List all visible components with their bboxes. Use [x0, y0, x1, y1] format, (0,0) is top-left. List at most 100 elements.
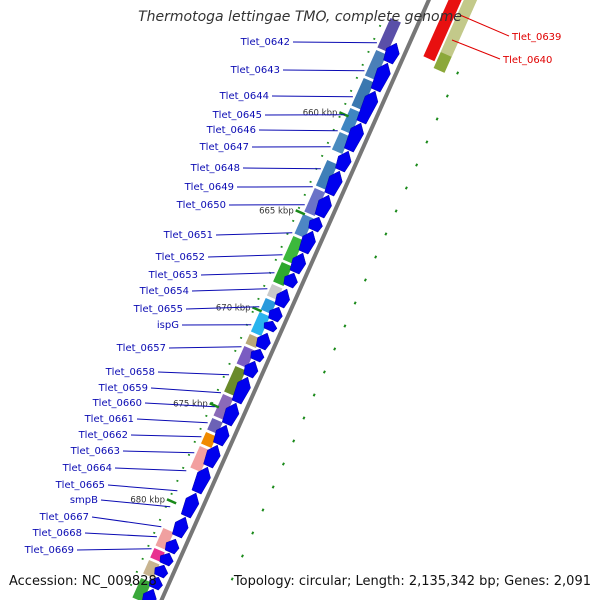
gene-label[interactable]: Tlet_0645	[212, 110, 262, 121]
kbp-tick-mark	[166, 498, 177, 505]
highlight-leader-line	[459, 14, 510, 37]
gene-label[interactable]: Tlet_0642	[240, 37, 290, 48]
gene-arrow	[180, 492, 200, 519]
minor-tick-mark	[355, 76, 359, 80]
kbp-tick-label: 660 kbp	[303, 108, 338, 118]
cog-segment	[303, 187, 326, 217]
minor-tick-mark	[373, 37, 376, 41]
gene-arrow	[159, 552, 174, 567]
gene-label[interactable]: Tlet_0653	[148, 270, 198, 281]
minor-tick-mark	[181, 466, 185, 470]
cog-segment	[272, 261, 293, 287]
minor-tick-mark	[147, 544, 150, 548]
gene-leader-line	[91, 516, 162, 528]
minor-tick-mark	[367, 50, 370, 54]
gene-label[interactable]: Tlet_0652	[155, 252, 205, 263]
gene-label[interactable]: Tlet_0648	[190, 163, 240, 174]
highlight-gene-label[interactable]: Tlet_0640	[502, 55, 552, 66]
gene-leader-line	[207, 254, 283, 258]
gene-label[interactable]: ispG	[157, 320, 179, 331]
gene-label-layer: Tlet_0642 Tlet_0643 Tlet_0644 Tlet_0645 Tlet…	[24, 14, 561, 556]
gene-leader-line	[185, 306, 260, 310]
gene-label[interactable]: Tlet_0655	[133, 304, 183, 315]
gene-label[interactable]: Tlet_0658	[105, 367, 155, 378]
gene-label[interactable]: Tlet_0647	[199, 142, 249, 153]
outer-tick-mark	[363, 278, 367, 282]
kbp-tick-track: 660 kbp 665 kbp 670 kbp 675 kbp 680 kbp	[129, 24, 382, 587]
topology-text: Topology: circular; Length: 2,135,342 bp…	[233, 574, 591, 589]
minor-tick-mark	[251, 310, 254, 314]
gene-label[interactable]: Tlet_0644	[219, 91, 269, 102]
minor-tick-mark	[291, 219, 295, 223]
gene-label[interactable]: Tlet_0659	[98, 383, 148, 394]
gene-arrow	[370, 62, 391, 93]
cog-segment	[131, 577, 153, 600]
gene-label[interactable]: smpB	[70, 495, 98, 506]
minor-tick-mark	[320, 154, 324, 158]
minor-tick-mark	[170, 492, 173, 496]
backbone-line	[159, 0, 431, 600]
gene-leader-line	[168, 346, 242, 349]
gene-arrow	[308, 216, 323, 233]
gene-label[interactable]: Tlet_0667	[39, 512, 89, 523]
minor-tick-mark	[135, 570, 139, 574]
gene-label[interactable]: Tlet_0654	[139, 286, 189, 297]
cog-color-track	[131, 0, 478, 600]
gene-arrow	[263, 320, 278, 333]
backbone-track	[159, 0, 431, 600]
outer-tick-mark	[343, 324, 347, 328]
highlight-block-red	[423, 0, 462, 62]
gene-label[interactable]: Tlet_0663	[70, 446, 120, 457]
gene-arrow	[335, 150, 352, 173]
gene-arrow	[231, 376, 251, 405]
gene-arrow	[298, 230, 316, 255]
gene-arrow	[268, 306, 283, 323]
outer-tick-track	[230, 71, 460, 581]
outer-tick-mark	[435, 117, 439, 121]
outer-tick-mark	[374, 255, 378, 259]
gene-leader-line	[76, 548, 152, 551]
gene-leader-line	[258, 129, 338, 132]
outer-tick-mark	[333, 347, 337, 351]
minor-tick-mark	[257, 297, 260, 301]
outer-tick-mark	[415, 163, 419, 167]
genome-title: Thermotoga lettingae TMO, complete genom…	[138, 9, 462, 25]
gene-label[interactable]: Tlet_0643	[230, 65, 280, 76]
gene-arrow	[164, 538, 180, 555]
gene-arrow	[343, 122, 364, 153]
kbp-tick-mark	[295, 209, 306, 216]
gene-label[interactable]: Tlet_0650	[176, 200, 226, 211]
minor-tick-mark	[129, 583, 133, 587]
gene-label[interactable]: Tlet_0662	[78, 430, 128, 441]
minor-tick-mark	[141, 557, 144, 561]
outer-tick-mark	[353, 301, 357, 305]
highlight-gene-label[interactable]: Tlet_0639	[511, 32, 561, 43]
gene-leader-line	[282, 69, 365, 72]
gene-label[interactable]: Tlet_0661	[84, 414, 134, 425]
gene-label[interactable]: Tlet_0664	[62, 463, 112, 474]
gene-leader-line	[114, 467, 187, 472]
gene-label[interactable]: Tlet_0668	[32, 528, 82, 539]
kbp-tick-label: 680 kbp	[130, 495, 165, 505]
gene-arrow	[221, 402, 240, 427]
gene-arrow-track	[142, 42, 400, 600]
minor-tick-mark	[205, 414, 208, 418]
outer-tick-mark	[322, 370, 326, 374]
accession-text: Accession: NC_009828	[9, 574, 157, 589]
gene-leader-line	[292, 41, 377, 44]
gene-arrow	[383, 42, 400, 65]
kbp-tick-mark	[209, 402, 220, 409]
gene-label[interactable]: Tlet_0651	[163, 230, 213, 241]
gene-label[interactable]: Tlet_0646	[206, 125, 256, 136]
gene-label[interactable]: Tlet_0669	[24, 545, 74, 556]
outer-tick-mark	[404, 186, 408, 190]
kbp-tick-label: 670 kbp	[216, 303, 251, 313]
minor-tick-mark	[199, 427, 202, 431]
gene-label[interactable]: Tlet_0649	[184, 182, 234, 193]
gene-label[interactable]: Tlet_0665	[55, 480, 105, 491]
gene-label[interactable]: Tlet_0660	[92, 398, 142, 409]
gene-label[interactable]: Tlet_0657	[116, 343, 166, 354]
gene-leader-line	[271, 95, 353, 98]
minor-tick-mark	[234, 349, 237, 353]
